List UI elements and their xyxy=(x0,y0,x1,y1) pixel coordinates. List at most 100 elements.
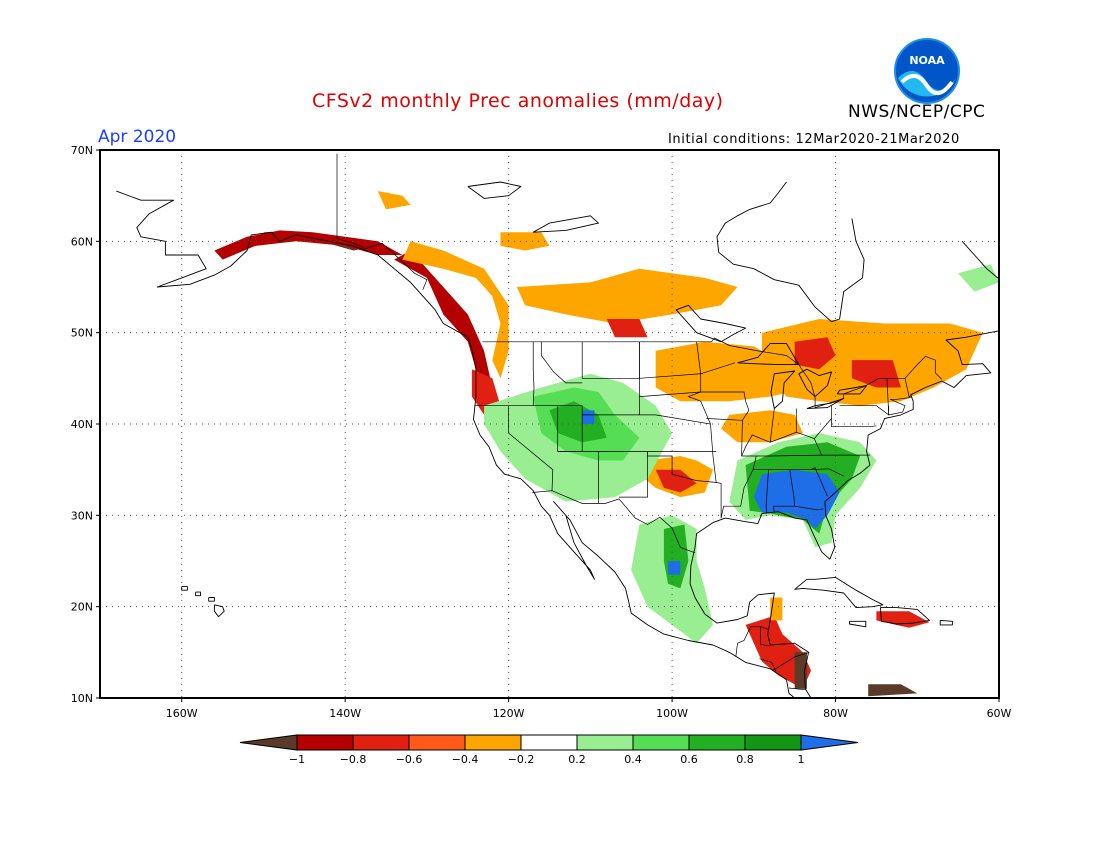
border-segment xyxy=(772,651,810,671)
border-segment xyxy=(336,238,428,290)
anomaly-region-caribbean-dry xyxy=(876,611,930,628)
lat-label: 10N xyxy=(71,692,93,705)
coastline-segment xyxy=(939,619,953,626)
anomaly-region-ontario-quebec-red xyxy=(794,337,836,370)
coastline-segment xyxy=(208,597,215,602)
border-segment xyxy=(796,405,832,440)
border-segment xyxy=(532,341,535,406)
coastline-layer xyxy=(116,181,999,698)
anomaly-region-ohio-valley-dry xyxy=(721,410,803,443)
colorbar-bin xyxy=(352,734,410,751)
longitude-labels: 160W 140W 120W 100W 80W 60W xyxy=(166,698,1012,720)
coastline-segment xyxy=(195,591,201,597)
coastline-segment xyxy=(532,215,599,233)
anomaly-region-rockies-wet-strong xyxy=(549,401,607,443)
lat-label: 50N xyxy=(71,327,93,340)
coastline-segment xyxy=(675,304,747,343)
graticule xyxy=(100,150,999,698)
anomaly-region-central-america-orange xyxy=(770,597,783,621)
colorbar-label: 0.8 xyxy=(736,753,754,766)
colorbar-bin xyxy=(632,734,690,751)
border-segment xyxy=(532,490,696,554)
lat-label: 30N xyxy=(71,509,93,522)
colorbar-label: 0.4 xyxy=(624,753,642,766)
border-segment xyxy=(700,391,750,421)
colorbar-label: −0.2 xyxy=(508,753,535,766)
border-segment xyxy=(904,378,912,398)
anomaly-region-southeast-wet-max xyxy=(753,469,840,529)
colorbar-bin xyxy=(576,734,634,751)
border-segment xyxy=(765,469,769,514)
anomaly-region-canada-central-dry xyxy=(516,268,738,324)
anomaly-region-central-america-dry xyxy=(745,615,811,689)
coastline-segment xyxy=(116,190,796,698)
lon-label: 80W xyxy=(823,707,848,720)
border-segment xyxy=(720,420,757,519)
coastline-segment xyxy=(716,181,865,323)
border-segment xyxy=(647,451,718,483)
lon-label: 160W xyxy=(166,707,198,720)
anomaly-region-canada-north-dry xyxy=(500,232,550,251)
border-segment xyxy=(696,341,736,375)
forecast-month: Apr 2020 xyxy=(98,127,177,147)
colorbar-bin xyxy=(688,734,746,751)
coastline-segment xyxy=(689,240,999,698)
border-segment xyxy=(888,397,911,416)
latitude-labels: 70N 60N 50N 40N 30N 20N 10N xyxy=(71,144,100,705)
border-segment xyxy=(810,467,828,497)
coastline-segment xyxy=(836,385,868,395)
border-segment xyxy=(619,451,648,498)
anomaly-region-yukon-dry xyxy=(377,191,411,210)
coastline-segment xyxy=(794,576,884,609)
border-segment xyxy=(639,391,701,397)
colorbar-label: 0.6 xyxy=(680,753,698,766)
border-segment xyxy=(788,687,806,691)
lat-label: 20N xyxy=(71,601,93,614)
border-segment xyxy=(831,418,877,428)
coastline-segment xyxy=(880,607,930,625)
coastline-segment xyxy=(798,368,832,398)
border-segment xyxy=(741,408,775,457)
border-segment xyxy=(753,468,844,477)
anomaly-region-quebec-red xyxy=(851,360,901,388)
anomaly-region-texas-red xyxy=(655,469,697,493)
noaa-logo-icon: NOAA xyxy=(894,38,960,104)
lat-label: 40N xyxy=(71,418,93,431)
noaa-logo-text: NOAA xyxy=(909,54,945,67)
anomaly-region-central-america-very-dry xyxy=(794,652,807,689)
coastline-segment xyxy=(848,620,867,628)
colorbar-label: −0.8 xyxy=(340,753,367,766)
colorbar-bin xyxy=(296,734,354,751)
colorbar-bin xyxy=(744,734,802,751)
border-segment xyxy=(735,626,769,657)
anomaly-region-wyoming-wet-max xyxy=(582,410,595,424)
border-segment xyxy=(639,373,711,425)
lon-label: 120W xyxy=(493,707,525,720)
colorbar-lower-arrow xyxy=(239,734,298,751)
border-segment xyxy=(794,505,824,511)
colorbar-upper-arrow xyxy=(800,734,859,751)
border-segment xyxy=(508,405,554,491)
border-segment xyxy=(756,454,870,457)
anomaly-region-alaska-gulf-coast-dry xyxy=(214,230,403,260)
chart-title: CFSv2 monthly Prec anomalies (mm/day) xyxy=(312,90,724,112)
colorbar-bin xyxy=(408,734,466,751)
colorbar-bin xyxy=(464,734,522,751)
coastline-segment xyxy=(213,604,225,618)
border-segment xyxy=(759,658,777,672)
colorbar-label: −0.6 xyxy=(396,753,423,766)
border-layer xyxy=(336,153,943,691)
border-segment xyxy=(760,626,769,647)
plot-area xyxy=(100,150,999,698)
lat-label: 60N xyxy=(71,235,93,248)
border-segment xyxy=(482,337,943,409)
colorbar-label: 1 xyxy=(798,753,805,766)
anomaly-region-venezuela-very-dry xyxy=(868,684,918,697)
lat-label: 70N xyxy=(71,144,93,157)
lon-label: 60W xyxy=(987,707,1012,720)
border-segment xyxy=(557,414,583,452)
initial-conditions: Initial conditions: 12Mar2020-21Mar2020 xyxy=(668,132,960,147)
anomaly-region-mexico-wet-max xyxy=(668,561,681,575)
agency-label: NWS/NCEP/CPC xyxy=(848,102,986,122)
